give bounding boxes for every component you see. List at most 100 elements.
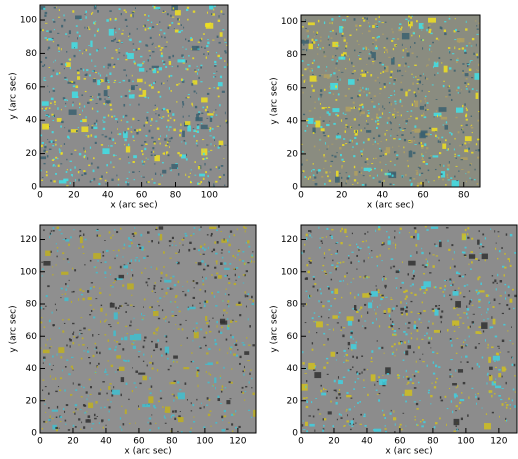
speck [112, 250, 115, 251]
speck [393, 79, 396, 82]
speck [230, 381, 233, 384]
speck [362, 325, 364, 327]
speck [109, 72, 112, 76]
speck [45, 174, 48, 177]
speck [174, 10, 181, 16]
speck [370, 250, 373, 252]
speck [313, 312, 316, 314]
speck [361, 155, 363, 157]
speck [99, 291, 102, 295]
speck [422, 361, 425, 363]
speck [221, 326, 223, 329]
speck [383, 352, 385, 354]
speck [118, 28, 121, 30]
speck [45, 151, 48, 153]
speck [205, 157, 209, 159]
speck [150, 154, 153, 157]
speck [376, 255, 379, 258]
speck [208, 348, 211, 351]
speck [64, 366, 67, 368]
speck [384, 284, 387, 288]
speck [70, 300, 73, 303]
speck [342, 376, 346, 378]
speck [155, 328, 158, 331]
speck [478, 276, 480, 279]
speck [58, 47, 60, 50]
speck [440, 399, 444, 402]
speck [364, 275, 367, 278]
speck [411, 34, 413, 37]
speck [224, 111, 226, 115]
speck [222, 314, 224, 317]
speck [443, 294, 445, 298]
speck [53, 6, 57, 9]
speck [96, 415, 99, 417]
speck [373, 57, 376, 61]
speck [407, 273, 410, 276]
speck [427, 169, 430, 172]
speck [122, 348, 125, 351]
speck [368, 30, 371, 33]
speck [221, 256, 224, 259]
speck [165, 65, 168, 69]
speck [390, 297, 392, 299]
speck [419, 400, 421, 402]
speck [83, 170, 86, 172]
speck [146, 45, 149, 47]
speck [167, 110, 170, 114]
speck [393, 151, 396, 154]
speck [405, 369, 407, 373]
speck [507, 258, 510, 261]
speck [215, 305, 218, 307]
speck [302, 305, 305, 307]
speck [57, 107, 59, 110]
speck [42, 349, 50, 354]
speck [478, 259, 480, 261]
speck [378, 225, 381, 229]
speck [320, 389, 323, 393]
speck [371, 60, 375, 62]
speck [400, 28, 402, 31]
speck [405, 18, 408, 20]
speck [238, 425, 241, 429]
speck [44, 107, 47, 110]
speck [153, 309, 156, 312]
speck [241, 386, 244, 389]
speck [460, 345, 462, 347]
speck [371, 300, 373, 302]
speck [124, 359, 127, 362]
speck [214, 60, 217, 64]
speck [494, 335, 498, 338]
speck [87, 395, 89, 397]
speck [104, 371, 107, 373]
speck [392, 417, 397, 421]
speck [132, 117, 135, 121]
speck [62, 330, 65, 333]
speck [313, 36, 315, 38]
speck [93, 78, 96, 80]
speck [370, 51, 373, 54]
speck [359, 114, 361, 116]
speck [353, 388, 356, 390]
speck [504, 420, 506, 422]
y-tick-label: 100 [281, 17, 298, 27]
speck [234, 256, 236, 259]
speck [358, 44, 360, 46]
speck [329, 31, 332, 33]
speck [93, 122, 96, 125]
x-tick-label: 0 [298, 191, 304, 201]
speck [394, 431, 396, 433]
speck [55, 264, 57, 266]
speck [309, 96, 312, 98]
speck [396, 374, 400, 377]
speck [365, 87, 368, 91]
speck [131, 74, 133, 77]
speck [202, 253, 205, 255]
speck [438, 366, 441, 368]
speck [92, 316, 96, 319]
speck [464, 103, 466, 106]
speck [408, 340, 410, 343]
speck [345, 47, 347, 49]
speck [329, 120, 331, 122]
speck [302, 26, 304, 28]
